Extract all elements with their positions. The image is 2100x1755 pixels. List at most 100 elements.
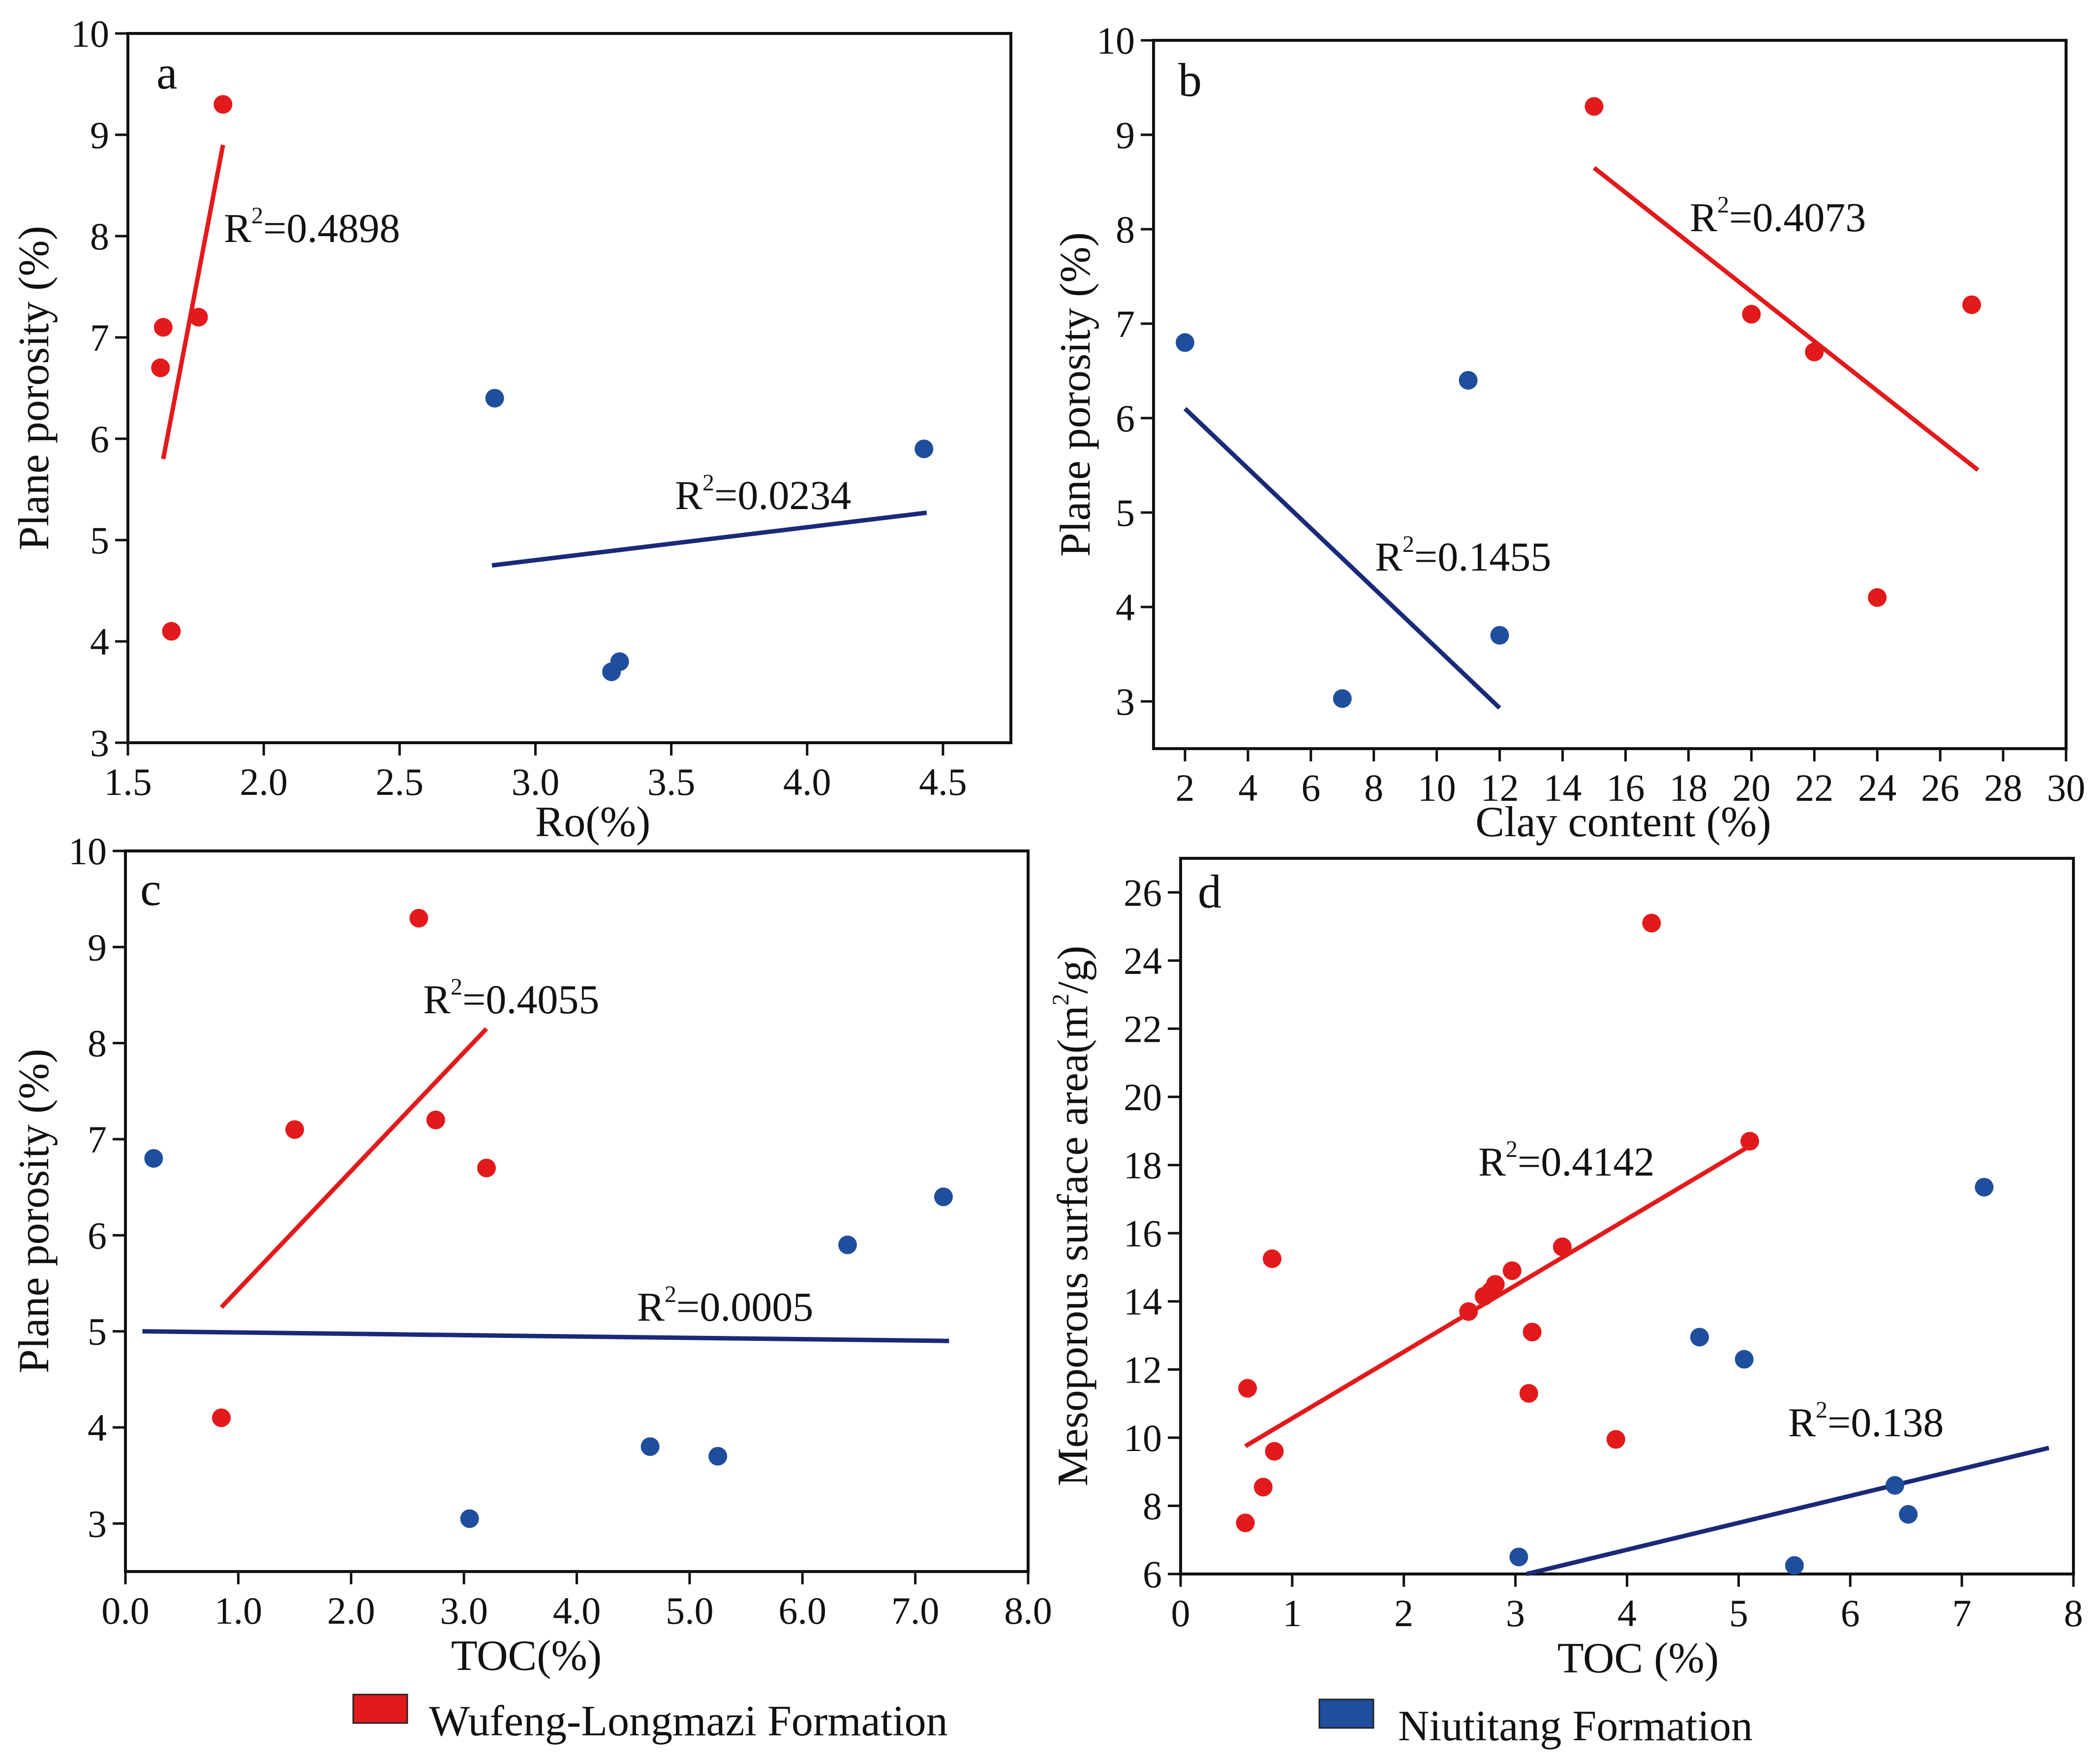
x-tick-label: 1.0 (214, 1589, 263, 1632)
data-point-niutitang (1490, 626, 1509, 645)
panel-b-letter: b (1178, 54, 1202, 106)
fit-line-niutitang (142, 1329, 949, 1343)
x-tick-label: 6 (1841, 1592, 1860, 1634)
panel-c: 0.0 1.0 2.0 3.0 4.0 5.0 6.0 7.0 8.0 3 4 5 6 7 8 9 10 c T… (10, 830, 1052, 1680)
panel-a-points (151, 95, 934, 681)
data-point-wufeng (1805, 342, 1824, 362)
y-tick-label: 5 (90, 519, 109, 562)
panel-a-ticks: 1.5 2.0 2.5 3.0 3.5 4.0 4.5 3 4 5 6 7 8 9 10 (71, 12, 967, 803)
x-tick-label: 1 (1282, 1592, 1302, 1634)
x-tick-label: 7 (1952, 1592, 1972, 1634)
y-tick-label: 10 (71, 12, 109, 55)
x-tick-label: 14 (1544, 766, 1582, 809)
y-tick-label: 10 (1096, 19, 1135, 62)
x-tick-label: 28 (1984, 766, 2022, 809)
data-point-wufeng (1742, 304, 1761, 324)
data-point-niutitang (1690, 1328, 1709, 1347)
data-point-wufeng (477, 1158, 496, 1178)
fit-line-wufeng (219, 1027, 488, 1309)
y-tick-label: 4 (1116, 586, 1135, 629)
legend-label-wufeng: Wufeng-Longmazi Formation (429, 1697, 948, 1745)
data-point-niutitang (914, 439, 934, 458)
x-tick-label: 4.5 (919, 760, 967, 803)
data-point-niutitang (1785, 1556, 1804, 1575)
data-point-wufeng (409, 908, 428, 928)
y-tick-label: 8 (88, 1022, 107, 1065)
panel-d-fit-lines (1244, 1143, 2050, 1576)
data-point-wufeng (153, 318, 173, 337)
fit-line-wufeng (161, 144, 225, 460)
x-tick-label: 16 (1606, 766, 1644, 809)
panel-c-letter: c (140, 863, 161, 915)
data-point-niutitang (1175, 333, 1194, 352)
y-tick-label: 3 (90, 722, 109, 764)
panel-c-r2-niutitang: R2=0.0005 (637, 1281, 813, 1330)
y-tick-label: 7 (88, 1118, 107, 1161)
panel-c-ylabel: Plane porosity (%) (10, 1049, 58, 1373)
data-point-wufeng (1552, 1237, 1572, 1256)
data-point-wufeng (426, 1110, 445, 1129)
y-tick-label: 8 (90, 215, 109, 258)
x-tick-label: 4.0 (783, 760, 831, 803)
y-tick-label: 5 (88, 1310, 107, 1353)
data-point-niutitang (1899, 1505, 1918, 1524)
data-point-wufeng (1502, 1261, 1522, 1280)
x-tick-label: 8 (2064, 1592, 2083, 1634)
y-tick-label: 9 (90, 114, 109, 156)
data-point-niutitang (1459, 371, 1478, 390)
y-tick-label: 6 (1143, 1553, 1162, 1596)
data-point-wufeng (1606, 1430, 1625, 1449)
panel-a-r2-wufeng: R2=0.4898 (224, 203, 400, 251)
x-tick-label: 2.0 (240, 760, 288, 803)
y-tick-label: 12 (1124, 1348, 1162, 1391)
y-tick-label: 3 (1116, 680, 1135, 723)
data-point-wufeng (151, 358, 170, 377)
x-tick-label: 0.0 (101, 1589, 150, 1632)
panel-b-points (1175, 97, 1981, 708)
y-tick-label: 6 (1116, 397, 1135, 440)
x-tick-label: 30 (2047, 766, 2085, 809)
panel-d-letter: d (1198, 865, 1221, 918)
panel-a: 1.5 2.0 2.5 3.0 3.5 4.0 4.5 3 4 5 6 7 8 9 10 a Ro(%) P… (10, 12, 1012, 846)
panel-d-frame (1179, 857, 2075, 1575)
panel-d-r2-niutitang: R2=0.138 (1788, 1397, 1944, 1446)
y-tick-label: 6 (88, 1214, 107, 1257)
data-point-wufeng (189, 307, 208, 327)
panel-c-fit-lines (142, 1027, 949, 1343)
data-point-niutitang (934, 1187, 953, 1207)
panel-a-xlabel: Ro(%) (535, 798, 651, 846)
data-point-niutitang (1886, 1476, 1904, 1495)
y-tick-label: 20 (1124, 1076, 1162, 1119)
panel-b-frame (1152, 39, 2068, 750)
x-tick-label: 4.0 (553, 1589, 601, 1632)
data-point-niutitang (838, 1235, 857, 1254)
panel-c-ticks: 0.0 1.0 2.0 3.0 4.0 5.0 6.0 7.0 8.0 3 4 5 6 7 8 9 10 (68, 830, 1052, 1632)
y-tick-label: 4 (90, 620, 109, 663)
data-point-niutitang (1509, 1547, 1528, 1567)
panel-c-xlabel: TOC(%) (451, 1632, 602, 1680)
y-tick-label: 16 (1124, 1212, 1162, 1255)
panel-c-points (144, 908, 953, 1528)
panel-d-xlabel: TOC (%) (1557, 1634, 1719, 1682)
y-tick-label: 10 (1124, 1417, 1162, 1459)
x-tick-label: 3.0 (512, 760, 560, 803)
y-tick-label: 5 (1116, 491, 1135, 534)
panel-a-fit-lines (161, 144, 927, 568)
y-tick-label: 7 (90, 316, 109, 359)
fit-line-niutitang (1526, 1446, 2050, 1576)
x-tick-label: 2 (1394, 1592, 1413, 1634)
legend-label-niutitang: Niutitang Formation (1398, 1702, 1753, 1750)
y-tick-label: 22 (1124, 1007, 1162, 1050)
data-point-wufeng (1584, 97, 1604, 116)
x-tick-label: 12 (1481, 766, 1519, 809)
data-point-niutitang (1333, 689, 1352, 708)
y-tick-label: 9 (88, 926, 107, 968)
x-tick-label: 6 (1301, 766, 1320, 809)
panel-d-r2-wufeng: R2=0.4142 (1478, 1136, 1654, 1185)
data-point-wufeng (1263, 1249, 1282, 1269)
panel-a-letter: a (156, 46, 178, 99)
data-point-wufeng (213, 95, 233, 114)
x-tick-label: 3.0 (440, 1589, 488, 1632)
data-point-niutitang (708, 1447, 728, 1466)
